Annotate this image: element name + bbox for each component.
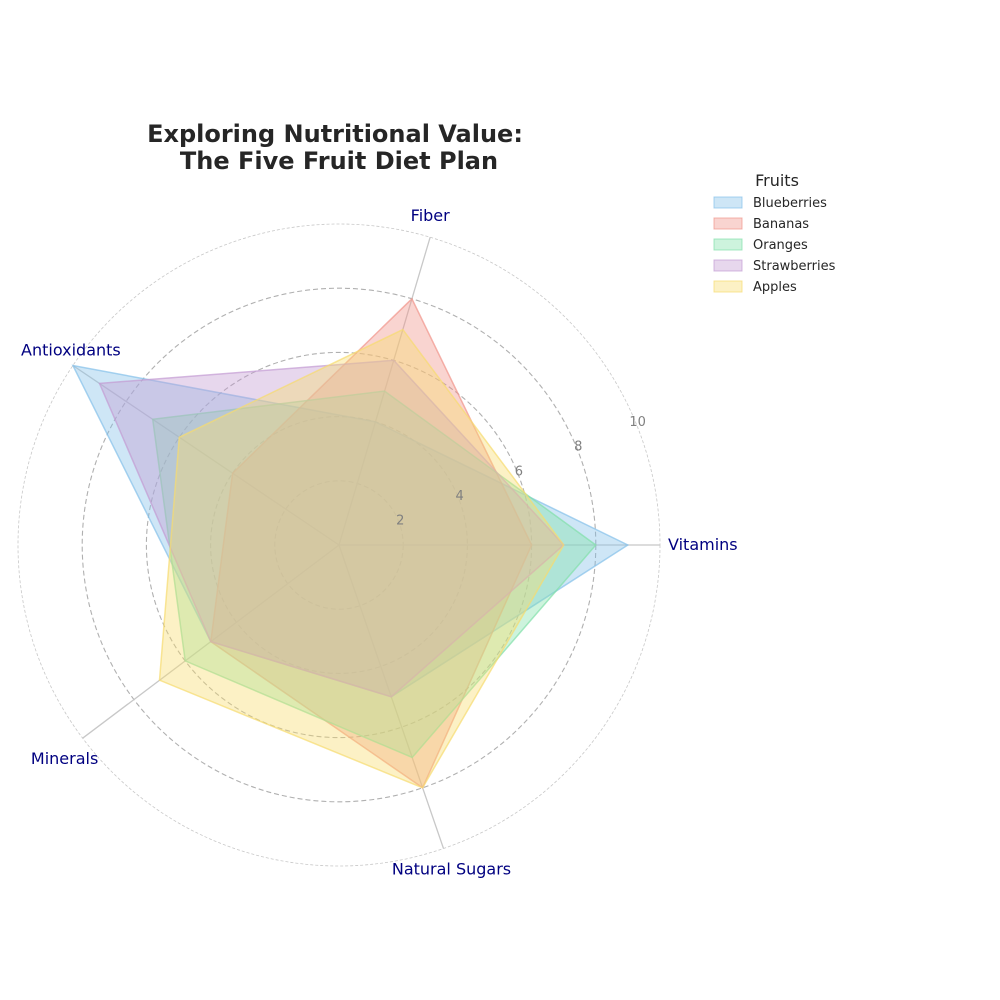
legend-swatch-bananas (713, 217, 743, 230)
axis-label-vitamins: Vitamins (668, 535, 738, 554)
radial-tick-2: 2 (396, 513, 404, 528)
radial-tick-6: 6 (515, 464, 523, 479)
axis-label-natural-sugars: Natural Sugars (392, 860, 511, 879)
legend-swatch-blueberries (713, 196, 743, 209)
chart-title: Exploring Nutritional Value: The Five Fr… (147, 120, 523, 175)
radial-tick-10: 10 (629, 415, 646, 430)
legend-label-bananas: Bananas (753, 217, 809, 232)
series-area-blueberries (71, 364, 630, 698)
series-area-oranges (151, 390, 597, 759)
series-area-apples (158, 328, 565, 789)
chart-title-line-2: The Five Fruit Diet Plan (180, 147, 498, 175)
legend: Fruits Blueberries Bananas Oranges Strawber… (713, 171, 836, 295)
axis-label-minerals: Minerals (31, 749, 98, 768)
legend-swatch-strawberries (713, 259, 743, 272)
legend-label-blueberries: Blueberries (753, 196, 827, 211)
axis-labels: Vitamins Fiber Antioxidants Minerals Natural… (21, 206, 738, 878)
axis-label-antioxidants: Antioxidants (21, 341, 121, 360)
chart-title-line-1: Exploring Nutritional Value: (147, 120, 523, 148)
legend-swatch-apples (713, 280, 743, 293)
legend-label-strawberries: Strawberries (753, 259, 836, 274)
radial-tick-4: 4 (455, 489, 463, 504)
radial-tick-8: 8 (574, 440, 582, 455)
series-layer (71, 297, 630, 789)
legend-label-apples: Apples (753, 280, 797, 295)
axis-label-fiber: Fiber (411, 206, 450, 225)
legend-swatch-oranges (713, 238, 743, 251)
legend-label-oranges: Oranges (753, 238, 808, 253)
series-area-strawberries (98, 359, 565, 698)
radial-tick-labels: 2 4 6 8 10 (396, 415, 646, 528)
spoke-antioxidants (72, 364, 340, 546)
legend-title: Fruits (755, 171, 799, 190)
